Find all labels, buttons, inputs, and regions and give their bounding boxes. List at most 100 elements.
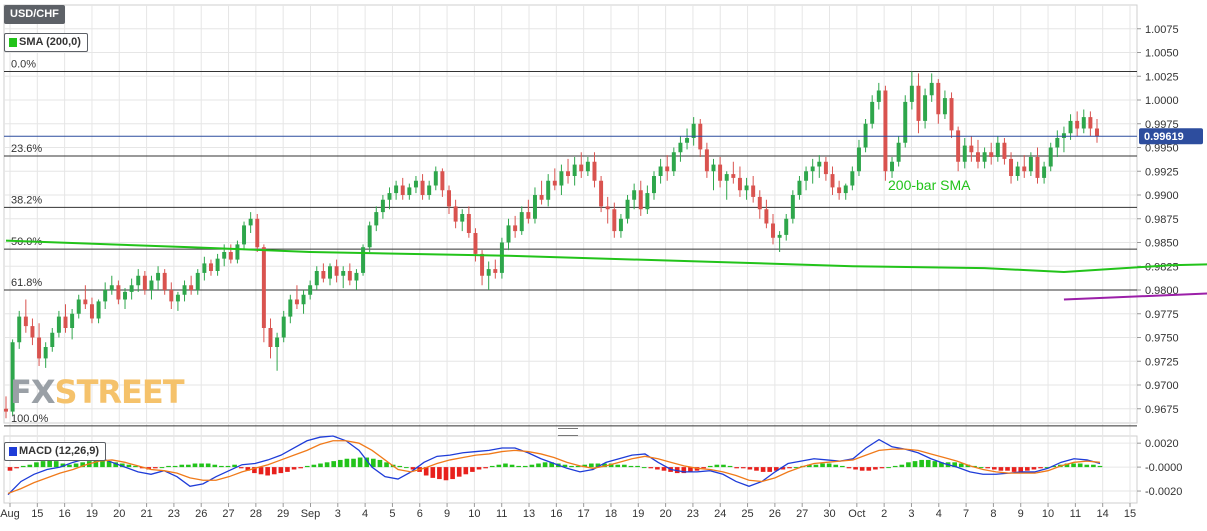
macd-histogram-bar (912, 461, 918, 468)
x-tick-label: 9 (1018, 508, 1024, 520)
macd-histogram-bar (437, 467, 442, 480)
macd-histogram-bar (655, 467, 660, 470)
macd-histogram-bar (34, 462, 39, 468)
x-tick-label: 30 (823, 508, 835, 520)
candle-body (652, 176, 656, 194)
macd-histogram-bar (661, 467, 667, 471)
sma-legend-label: SMA (200,0) (19, 36, 81, 48)
candle-body (394, 185, 399, 194)
price-tick-label: 0.9950 (1145, 143, 1179, 155)
candle-body (797, 180, 802, 195)
macd-pane-frame (3, 435, 1138, 504)
candle-body (592, 161, 597, 181)
candle-body (724, 174, 729, 181)
sma-legend-tag[interactable]: SMA (200,0) (4, 33, 88, 52)
macd-histogram-bar (133, 465, 138, 468)
price-tick-label: 0.9875 (1145, 214, 1179, 226)
macd-histogram-bar (853, 467, 858, 470)
candle-body (989, 152, 994, 157)
candle-body (50, 332, 55, 347)
candle-body (480, 253, 485, 276)
macd-histogram-bar (536, 463, 541, 468)
candle-body (936, 82, 941, 115)
macd-histogram-bar (919, 459, 924, 468)
macd-legend-tag[interactable]: MACD (12,26,9) (4, 442, 107, 461)
macd-histogram-bar (608, 463, 614, 468)
candle-body (539, 195, 544, 200)
macd-histogram-bar (582, 464, 588, 468)
candle-body (764, 209, 769, 224)
candle-body (294, 299, 299, 305)
candle-body (513, 225, 518, 232)
candle-body (612, 209, 617, 232)
macd-histogram-bar (430, 467, 436, 478)
macd-histogram-bar (569, 465, 574, 468)
macd-histogram-bar (952, 462, 957, 468)
candle-body (162, 272, 167, 290)
x-tick-label: 7 (963, 508, 969, 520)
macd-histogram-bar (602, 463, 607, 468)
candle-body (1035, 157, 1040, 178)
x-tick-label: 17 (578, 508, 590, 520)
candle-body (215, 258, 220, 271)
candle-body (30, 326, 35, 338)
macd-tick-label: 0.0020 (1145, 438, 1179, 450)
candle-body (916, 85, 921, 121)
macd-histogram-bar (357, 457, 363, 468)
candle-body (347, 271, 352, 281)
candle-body (665, 166, 670, 172)
candle-body (956, 130, 961, 162)
macd-histogram-bar (509, 464, 515, 468)
candle-body (552, 180, 557, 186)
sma-swatch (9, 38, 17, 47)
macd-histogram-bar (245, 467, 251, 471)
candle-body (235, 244, 240, 260)
macd-histogram-bar (186, 464, 191, 468)
x-tick-label: 11 (1070, 508, 1081, 520)
price-tick-label: 0.9775 (1145, 309, 1179, 321)
watermark-fx: FX (10, 373, 56, 411)
candle-body (334, 266, 339, 276)
macd-histogram-bar (331, 461, 337, 468)
macd-histogram-bar (549, 462, 555, 468)
macd-histogram-bar (721, 464, 726, 468)
x-tick-label: 4 (362, 508, 368, 520)
candle-body (255, 218, 260, 248)
fxstreet-watermark: FXSTREET (10, 373, 185, 411)
macd-histogram-bar (153, 467, 158, 469)
price-tick-label: 0.9800 (1145, 285, 1179, 297)
candle-body (572, 164, 577, 176)
candle-body (109, 285, 114, 290)
candle-body (1061, 133, 1066, 138)
macd-histogram-bar (73, 463, 79, 468)
macd-histogram-bar (93, 459, 99, 468)
x-tick-label: 25 (741, 508, 753, 520)
macd-histogram-bar (754, 467, 759, 471)
symbol-tag[interactable]: USD/CHF (4, 5, 65, 24)
macd-histogram-bar (271, 467, 277, 475)
x-tick-label: 24 (714, 508, 726, 520)
candle-body (123, 291, 128, 300)
x-tick-label: 2 (881, 508, 887, 520)
candle-body (751, 185, 756, 197)
macd-histogram-bar (47, 459, 52, 468)
candle-body (37, 337, 42, 359)
macd-histogram-bar (780, 467, 786, 470)
candle-body (361, 247, 366, 273)
candle-body (519, 212, 524, 232)
candle-body (618, 218, 623, 232)
macd-histogram-bar (1064, 463, 1070, 468)
candle-body (473, 233, 478, 254)
candle-body (407, 187, 412, 195)
candle-body (1081, 117, 1086, 129)
macd-histogram-bar (807, 464, 812, 468)
candle-body (460, 214, 465, 222)
pane-resize-handle[interactable] (558, 428, 578, 436)
macd-histogram-bar (740, 467, 746, 469)
candle-body (566, 171, 571, 176)
sma-annotation-label: 200-bar SMA (888, 177, 971, 193)
candle-body (10, 342, 15, 412)
macd-histogram-bar (1051, 465, 1057, 468)
macd-histogram-bar (172, 465, 178, 468)
